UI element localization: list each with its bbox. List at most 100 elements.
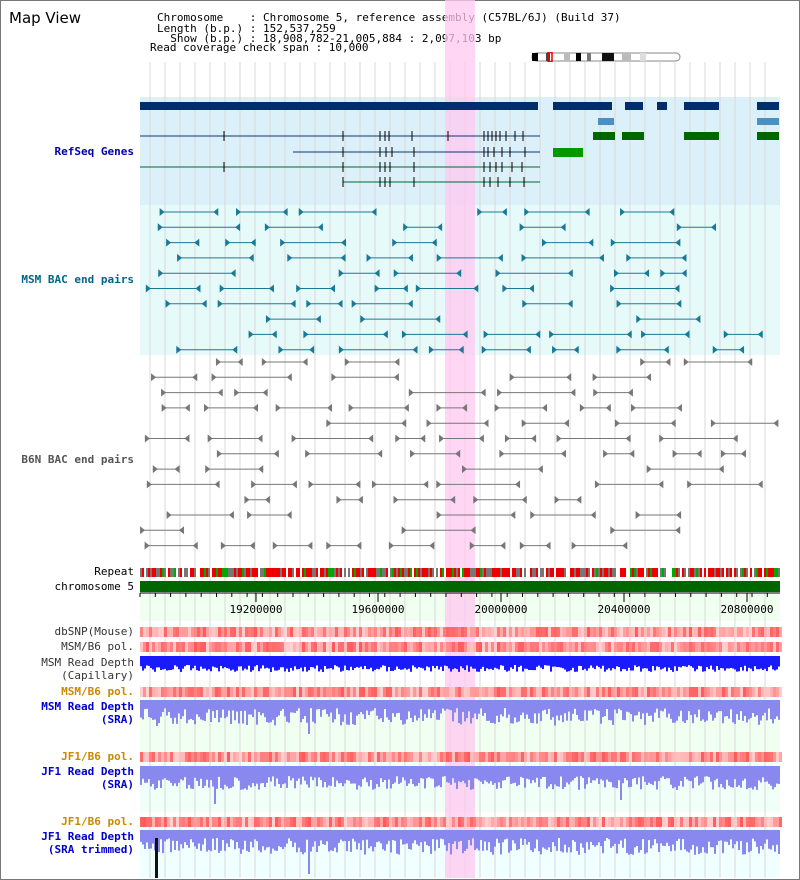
repeat-segment — [156, 568, 158, 577]
polymorphism-cell — [356, 687, 359, 697]
bac-end-marker — [392, 238, 398, 247]
polymorphism-cell — [578, 687, 581, 697]
depth-bar — [564, 766, 566, 787]
polymorphism-cell — [653, 627, 656, 637]
depth-bar — [490, 700, 492, 723]
depth-bar — [412, 656, 414, 666]
depth-bar — [492, 830, 494, 855]
depth-bar — [718, 766, 720, 788]
polymorphism-cell — [206, 687, 209, 697]
depth-bar — [650, 700, 652, 716]
depth-bar — [290, 656, 292, 668]
bac-end-marker — [278, 345, 284, 354]
polymorphism-cell — [248, 687, 251, 697]
polymorphism-cell — [689, 817, 692, 827]
bac-end-marker — [407, 299, 413, 308]
depth-bar — [286, 700, 288, 722]
depth-bar — [434, 656, 436, 669]
polymorphism-cell — [503, 687, 506, 697]
polymorphism-cell — [146, 642, 149, 652]
polymorphism-cell — [773, 687, 776, 697]
depth-bar — [606, 830, 608, 839]
depth-bar — [354, 830, 356, 842]
depth-bar — [206, 766, 208, 780]
polymorphism-cell — [203, 817, 206, 827]
depth-bar — [234, 766, 236, 778]
polymorphism-cell — [179, 687, 182, 697]
depth-bar — [202, 830, 204, 845]
depth-bar — [744, 830, 746, 855]
repeat-segment — [300, 568, 302, 577]
msm-bac-label[interactable]: MSM BAC end pairs — [21, 273, 134, 286]
depth-bar — [774, 766, 776, 788]
polymorphism-cell — [329, 817, 332, 827]
repeat-segment — [364, 568, 366, 577]
depth-bar — [746, 766, 748, 790]
polymorphism-cell — [545, 687, 548, 697]
chromosome-ideogram[interactable] — [530, 52, 682, 62]
polymorphism-cell — [344, 627, 347, 637]
polymorphism-cell — [284, 687, 287, 697]
depth-bar — [332, 766, 334, 778]
depth-bar — [392, 700, 394, 714]
depth-bar — [148, 830, 150, 849]
depth-bar — [684, 656, 686, 667]
depth-bar — [322, 766, 324, 788]
depth-bar — [366, 656, 368, 670]
polymorphism-cell — [290, 627, 293, 637]
polymorphism-cell — [608, 642, 611, 652]
depth-bar — [346, 766, 348, 780]
depth-bar — [706, 830, 708, 854]
polymorphism-cell — [536, 752, 539, 762]
repeat-segment — [386, 568, 388, 577]
repeat-segment — [666, 568, 668, 577]
repeat-segment — [506, 568, 508, 577]
depth-bar — [660, 700, 662, 711]
depth-bar — [434, 830, 436, 851]
depth-bar — [342, 700, 344, 722]
repeat-segment — [576, 568, 578, 577]
depth-bar — [756, 766, 758, 790]
depth-bar — [518, 700, 520, 722]
b6n-bac-label[interactable]: B6N BAC end pairs — [21, 453, 134, 466]
bac-end-marker — [291, 480, 297, 489]
polymorphism-cell — [623, 687, 626, 697]
depth-bar — [256, 830, 258, 842]
polymorphism-cell — [476, 752, 479, 762]
repeat-segment — [648, 568, 650, 577]
depth-bar — [264, 656, 266, 669]
polymorphism-cell — [494, 817, 497, 827]
depth-bar — [644, 830, 646, 854]
depth-bar — [496, 766, 498, 789]
repeat-segment — [288, 568, 290, 577]
depth-bar — [310, 830, 312, 852]
polymorphism-cell — [542, 627, 545, 637]
depth-bar — [750, 656, 752, 669]
repeat-segment — [232, 568, 234, 577]
depth-bar — [306, 766, 308, 785]
polymorphism-cell — [698, 627, 701, 637]
polymorphism-cell — [161, 627, 164, 637]
repeat-segment — [626, 568, 628, 577]
depth-bar — [610, 700, 612, 721]
polymorphism-cell — [317, 817, 320, 827]
repeat-segment — [644, 568, 646, 577]
depth-bar — [706, 656, 708, 668]
bac-end-marker — [271, 330, 277, 339]
bac-end-marker — [265, 315, 271, 324]
bac-end-marker — [665, 358, 671, 366]
polymorphism-cell — [359, 752, 362, 762]
polymorphism-cell — [635, 752, 638, 762]
polymorphism-cell — [452, 627, 455, 637]
refseq-genes-label[interactable]: RefSeq Genes — [54, 145, 134, 158]
repeat-segment — [484, 568, 486, 577]
polymorphism-cell — [281, 687, 284, 697]
depth-bar — [238, 700, 240, 724]
depth-bar — [202, 700, 204, 721]
repeat-segment — [522, 568, 524, 577]
depth-bar — [462, 766, 464, 781]
repeat-segment — [776, 568, 778, 577]
polymorphism-cell — [776, 687, 779, 697]
polymorphism-cell — [185, 817, 188, 827]
